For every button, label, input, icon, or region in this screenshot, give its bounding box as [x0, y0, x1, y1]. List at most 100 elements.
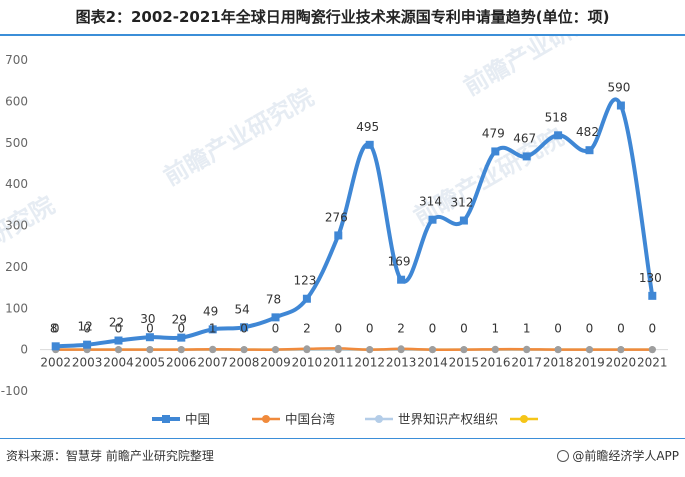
data-label: 0 — [83, 322, 91, 336]
data-label: 1 — [209, 322, 217, 336]
x-tick-label: 2019 — [574, 356, 605, 370]
x-tick-label: 2005 — [135, 356, 166, 370]
data-point — [523, 345, 531, 353]
data-point — [648, 291, 657, 300]
data-point — [554, 346, 562, 354]
svg-text:前瞻产业研究院: 前瞻产业研究院 — [159, 83, 318, 191]
data-label: 49 — [203, 304, 218, 318]
y-tick-label: 200 — [5, 260, 28, 274]
brand-logo-icon — [557, 450, 570, 462]
data-point — [177, 333, 186, 342]
data-label: 8 — [50, 321, 58, 335]
data-label: 276 — [325, 210, 348, 224]
legend-marker — [162, 415, 170, 423]
x-tick-label: 2006 — [166, 356, 197, 370]
x-tick-label: 2002 — [40, 356, 71, 370]
y-tick-label: 100 — [5, 301, 28, 315]
data-label: 312 — [450, 196, 473, 210]
legend-marker — [520, 415, 528, 423]
data-point — [491, 345, 499, 353]
data-label: 590 — [607, 81, 630, 95]
x-tick-label: 2021 — [637, 356, 668, 370]
data-point — [397, 275, 406, 284]
data-point — [585, 146, 594, 155]
data-point — [365, 140, 374, 149]
x-tick-label: 2012 — [354, 356, 385, 370]
y-tick-label: 600 — [5, 94, 28, 108]
data-label: 0 — [460, 322, 468, 336]
y-tick-label: 300 — [5, 219, 28, 233]
x-tick-label: 2009 — [260, 356, 291, 370]
y-tick-label: 700 — [5, 53, 28, 67]
legend-label: 世界知识产权组织 — [398, 412, 498, 427]
x-tick-label: 2011 — [323, 356, 354, 370]
data-point — [334, 344, 342, 352]
x-tick-label: 2015 — [449, 356, 480, 370]
data-point — [554, 131, 563, 140]
data-point — [240, 346, 248, 354]
y-tick-label: 500 — [5, 136, 28, 150]
data-point — [428, 215, 437, 224]
data-label: 0 — [272, 322, 280, 336]
series-line — [54, 347, 654, 351]
data-label: 169 — [388, 255, 411, 269]
data-label: 0 — [617, 322, 625, 336]
data-label: 495 — [356, 120, 379, 134]
x-tick-label: 2008 — [229, 356, 260, 370]
data-label: 2 — [397, 322, 405, 336]
data-point — [145, 333, 154, 342]
data-label: 0 — [146, 322, 154, 336]
data-point — [177, 346, 185, 354]
data-label: 0 — [334, 322, 342, 336]
data-label: 123 — [293, 274, 316, 288]
data-point — [115, 346, 122, 354]
data-point — [83, 340, 92, 349]
data-label: 0 — [366, 322, 374, 336]
source-divider — [0, 438, 685, 439]
data-point — [397, 345, 405, 353]
x-tick-label: 2020 — [606, 356, 637, 370]
data-point — [114, 336, 123, 345]
data-label: 0 — [554, 322, 562, 336]
legend-marker — [262, 415, 270, 423]
chart-title: 图表2：2002-2021年全球日用陶瓷行业技术来源国专利申请量趋势(单位：项) — [75, 8, 610, 26]
data-label: 0 — [648, 322, 656, 336]
data-label: 130 — [639, 271, 662, 285]
brand-credit: @前瞻经济学人APP — [557, 447, 679, 464]
data-point — [459, 216, 468, 225]
legend-label: 中国台湾 — [285, 412, 335, 427]
line-chart: 研究院 前瞻产业研究院 前瞻产业研究院 前瞻产业研究院 -10001002003… — [0, 36, 668, 427]
data-point — [491, 147, 500, 156]
data-label: 0 — [586, 322, 594, 336]
data-point — [586, 346, 593, 354]
data-label: 479 — [482, 126, 505, 140]
data-label: 0 — [240, 322, 248, 336]
data-point — [272, 346, 279, 354]
data-point — [522, 152, 531, 161]
data-label: 1 — [523, 322, 531, 336]
y-tick-label: -100 — [1, 384, 28, 398]
data-label: 1 — [491, 322, 499, 336]
data-label: 0 — [52, 322, 60, 336]
legend-marker — [375, 415, 383, 423]
x-tick-label: 2003 — [72, 356, 103, 370]
x-tick-label: 2017 — [511, 356, 542, 370]
data-label: 78 — [266, 292, 281, 306]
data-label: 467 — [513, 131, 536, 145]
data-point — [240, 323, 249, 332]
x-tick-label: 2004 — [103, 356, 134, 370]
x-tick-label: 2010 — [292, 356, 323, 370]
data-point — [146, 346, 154, 354]
source-note: 资料来源：智慧芽 前瞻产业研究院整理 — [6, 449, 214, 463]
data-label: 30 — [140, 312, 155, 326]
data-point — [271, 313, 280, 322]
x-tick-label: 2007 — [197, 356, 228, 370]
x-tick-label: 2013 — [386, 356, 417, 370]
data-label: 0 — [429, 322, 437, 336]
data-point — [648, 346, 656, 354]
x-tick-label: 2016 — [480, 356, 511, 370]
data-point — [302, 294, 311, 303]
series-line — [53, 97, 655, 349]
data-point — [334, 231, 343, 240]
